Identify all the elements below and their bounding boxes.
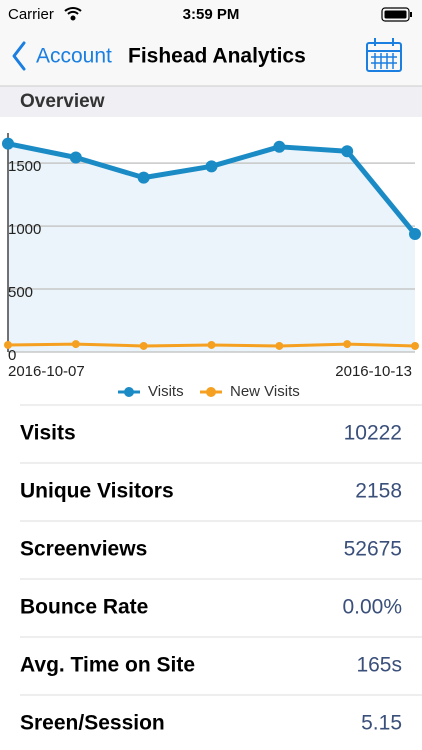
data-point bbox=[4, 340, 12, 349]
battery-icon bbox=[381, 7, 412, 22]
section-title: Overview bbox=[20, 91, 105, 112]
data-point bbox=[137, 171, 150, 184]
data-point bbox=[409, 228, 421, 241]
y-tick-label: 1000 bbox=[8, 221, 41, 238]
carrier: Carrier bbox=[8, 6, 54, 23]
back-chevron[interactable] bbox=[12, 41, 26, 71]
y-tick-label: 500 bbox=[8, 284, 33, 301]
x-tick-label: 2016-10-07 bbox=[8, 363, 85, 380]
data-point bbox=[2, 137, 14, 150]
back-button[interactable]: Account bbox=[36, 45, 112, 68]
data-point bbox=[69, 151, 82, 164]
stat-label: Screenviews bbox=[20, 538, 147, 561]
calendar-button[interactable] bbox=[366, 38, 402, 72]
stat-label: Visits bbox=[20, 422, 76, 445]
stat-label: Sreen/Session bbox=[20, 712, 165, 735]
nav-title: Fishead Analytics bbox=[128, 45, 306, 68]
x-tick-label: 2016-10-13 bbox=[335, 363, 412, 380]
y-tick-label: 0 bbox=[8, 347, 16, 364]
stat-value: 2158 bbox=[355, 480, 402, 503]
wifi-icon bbox=[64, 7, 82, 21]
y-tick-label: 1500 bbox=[8, 158, 41, 175]
area-fill bbox=[8, 143, 415, 352]
stat-value: 0.00% bbox=[342, 596, 402, 619]
stat-value: 10222 bbox=[344, 422, 402, 445]
header-bg bbox=[0, 0, 422, 86]
data-point bbox=[207, 340, 216, 349]
legend-dot bbox=[124, 387, 134, 397]
data-point bbox=[205, 160, 218, 173]
data-point bbox=[341, 145, 354, 158]
stat-label: Bounce Rate bbox=[20, 596, 148, 619]
data-point bbox=[343, 340, 352, 349]
data-point bbox=[275, 341, 284, 350]
stat-value: 52675 bbox=[344, 538, 402, 561]
stat-value: 5.15 bbox=[361, 712, 402, 735]
data-point bbox=[273, 140, 286, 153]
time: 3:59 PM bbox=[183, 6, 240, 23]
section-bg bbox=[0, 86, 422, 117]
data-point bbox=[411, 341, 419, 350]
data-point bbox=[71, 340, 80, 349]
data-point bbox=[139, 341, 148, 350]
legend-dot bbox=[206, 387, 216, 397]
stat-label: Avg. Time on Site bbox=[20, 654, 195, 677]
legend-label: Visits bbox=[148, 383, 184, 400]
legend-label: New Visits bbox=[230, 383, 300, 400]
stat-value: 165s bbox=[356, 654, 402, 677]
stat-label: Unique Visitors bbox=[20, 480, 174, 503]
